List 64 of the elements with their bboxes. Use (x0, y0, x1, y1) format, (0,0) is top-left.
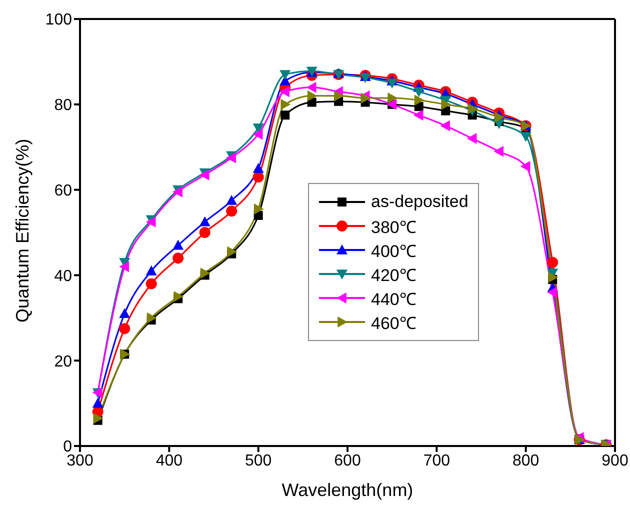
point (440, 120, 450, 132)
point (252, 171, 264, 182)
point (252, 123, 264, 134)
point (547, 256, 558, 268)
point (119, 308, 130, 318)
point (93, 412, 104, 424)
legend-label: 400℃ (371, 240, 416, 262)
point (119, 323, 130, 334)
point (199, 227, 210, 238)
point (547, 286, 557, 298)
point (146, 312, 157, 324)
point (306, 82, 316, 93)
point (386, 78, 398, 89)
point (146, 278, 157, 290)
point (200, 268, 210, 279)
point (520, 132, 532, 142)
point (227, 246, 238, 258)
y-tick-label: 100 (45, 12, 72, 29)
y-tick-label: 80 (54, 97, 72, 114)
point (413, 110, 424, 121)
point (280, 110, 290, 120)
x-tick-label: 400 (156, 452, 183, 470)
legend-label: 380℃ (371, 216, 416, 238)
x-tick-label: 500 (244, 452, 272, 470)
point (280, 86, 290, 98)
legend-label: as-deposited (371, 192, 468, 212)
point (252, 162, 264, 173)
point (252, 128, 263, 140)
y-axis-title: Quantum Efficiency(%) (12, 138, 32, 322)
point (466, 133, 477, 144)
point (307, 90, 318, 102)
point (414, 94, 424, 106)
point (226, 194, 238, 205)
point (199, 216, 210, 226)
x-tick-label: 700 (423, 452, 450, 470)
y-tick-label: 40 (54, 268, 72, 285)
point (172, 252, 184, 264)
point (172, 240, 184, 250)
legend-label: 460℃ (371, 312, 416, 334)
point (146, 265, 157, 276)
point (494, 146, 504, 157)
point (334, 90, 344, 102)
point (174, 291, 184, 302)
point (280, 70, 291, 80)
y-tick-label: 20 (54, 353, 72, 370)
point (280, 98, 291, 110)
legend-label: 420℃ (371, 264, 416, 286)
point (254, 204, 264, 215)
point (520, 160, 530, 172)
point (413, 87, 424, 98)
point (119, 261, 129, 272)
point (388, 92, 398, 104)
point (494, 112, 505, 123)
point (548, 272, 558, 283)
legend-label: 440℃ (371, 288, 416, 310)
x-axis-title: Wavelength(nm) (282, 480, 414, 500)
y-tick-label: 60 (54, 182, 72, 200)
point (226, 206, 238, 217)
point (468, 103, 478, 114)
point (441, 98, 452, 110)
x-tick-label: 900 (602, 452, 628, 470)
x-tick-label: 800 (512, 452, 540, 470)
x-tick-label: 600 (334, 452, 361, 470)
point (92, 398, 104, 408)
